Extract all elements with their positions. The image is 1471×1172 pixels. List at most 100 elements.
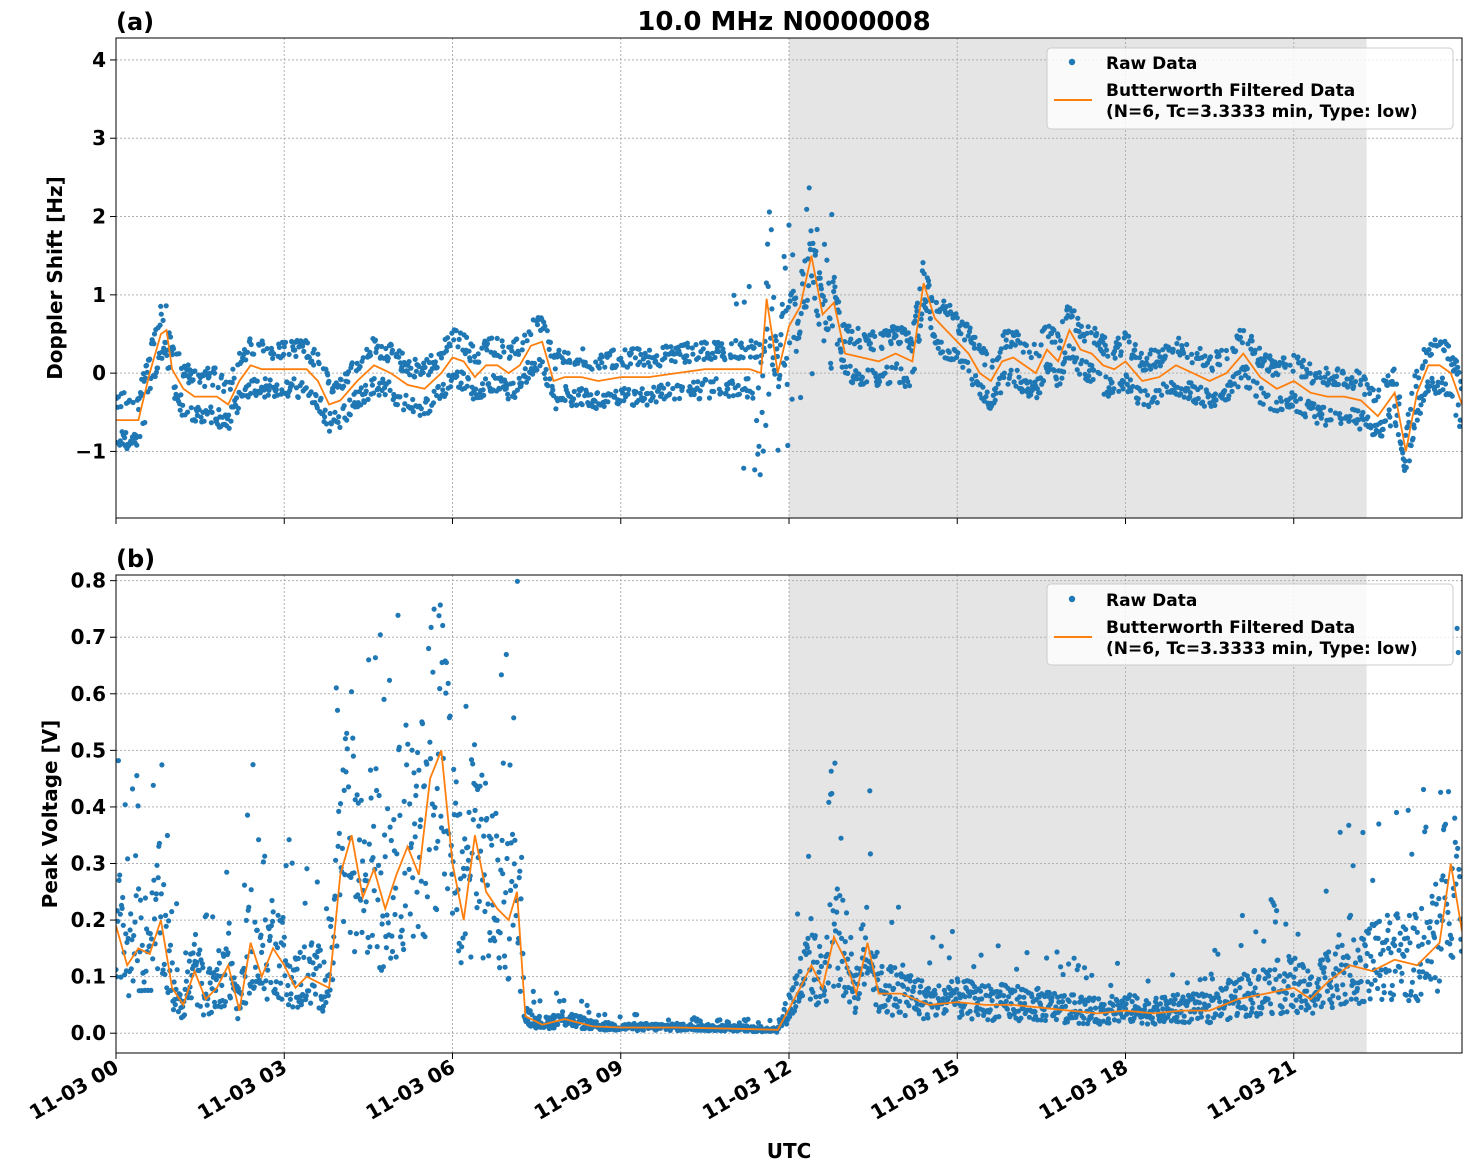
raw-data-point [285, 982, 291, 989]
raw-data-point [1131, 1015, 1137, 1021]
raw-data-point [902, 383, 908, 389]
raw-data-point [1403, 992, 1409, 998]
raw-data-point [389, 347, 396, 353]
raw-data-point [375, 897, 381, 903]
raw-data-point [954, 986, 960, 992]
raw-data-point [980, 384, 986, 390]
raw-data-point [892, 365, 899, 371]
raw-data-point [1354, 985, 1360, 992]
raw-data-point [1194, 350, 1200, 357]
raw-data-point [210, 914, 216, 920]
raw-data-point [207, 966, 213, 972]
panel-b-y-tick-label: 0.0 [71, 1021, 106, 1045]
raw-data-point [381, 696, 387, 703]
raw-data-point [1442, 821, 1449, 827]
raw-data-point [752, 467, 758, 473]
raw-data-point [175, 1009, 181, 1015]
raw-data-point [592, 398, 598, 404]
raw-data-point [212, 365, 218, 371]
raw-data-point [847, 999, 853, 1005]
raw-data-point [935, 995, 941, 1002]
raw-data-point [1449, 393, 1455, 399]
raw-data-point [148, 936, 155, 942]
raw-data-point [317, 947, 323, 953]
raw-data-point [273, 386, 279, 393]
raw-data-point [1180, 994, 1186, 1000]
raw-data-point [1174, 1014, 1180, 1020]
panel-a-legend-filtered-label-1: Butterworth Filtered Data [1106, 81, 1355, 101]
raw-data-point [824, 257, 830, 263]
raw-data-point [116, 967, 119, 973]
raw-data-point [599, 360, 605, 366]
raw-data-point [180, 402, 186, 408]
raw-data-point [808, 228, 814, 234]
raw-data-point [913, 313, 919, 319]
raw-data-point [831, 983, 837, 989]
raw-data-point [410, 933, 416, 939]
raw-data-point [270, 355, 276, 361]
raw-data-point [403, 392, 409, 398]
raw-data-point [205, 365, 211, 371]
raw-data-point [509, 348, 515, 354]
raw-data-point [1250, 1000, 1256, 1006]
raw-data-point [181, 1012, 188, 1018]
raw-data-point [571, 388, 577, 395]
raw-data-point [494, 335, 500, 341]
raw-data-point [1026, 1014, 1032, 1020]
raw-data-point [201, 418, 207, 424]
raw-data-point [1118, 349, 1124, 355]
raw-data-point [1081, 1015, 1087, 1021]
raw-data-point [258, 932, 264, 938]
raw-data-point [621, 398, 627, 404]
raw-data-point [403, 722, 409, 728]
raw-data-point [765, 283, 771, 289]
raw-data-point [1347, 413, 1353, 419]
raw-data-point [1085, 324, 1091, 330]
raw-data-point [1053, 1016, 1059, 1023]
raw-data-point [1338, 420, 1344, 426]
raw-data-point [116, 758, 121, 764]
raw-data-point [836, 309, 842, 315]
raw-data-point [142, 419, 148, 426]
raw-data-point [1233, 348, 1239, 354]
raw-data-point [1060, 971, 1066, 978]
panel-b-filtered-data-line [116, 750, 1462, 1031]
raw-data-point [864, 379, 870, 385]
raw-data-point [1134, 995, 1140, 1001]
raw-data-point [494, 833, 500, 839]
raw-data-point [134, 958, 140, 964]
raw-data-point [516, 351, 522, 357]
raw-data-point [252, 919, 258, 925]
raw-data-point [644, 402, 650, 408]
raw-data-point [680, 1021, 686, 1027]
raw-data-point [650, 393, 656, 399]
raw-data-point [369, 932, 375, 938]
raw-data-point [745, 1016, 751, 1022]
raw-data-point [121, 390, 127, 396]
raw-data-point [1111, 1017, 1118, 1023]
raw-data-point [1393, 809, 1400, 816]
raw-data-point [736, 391, 743, 397]
raw-data-point [640, 1027, 647, 1033]
raw-data-point [509, 878, 515, 885]
raw-data-point [1393, 422, 1399, 429]
raw-data-point [438, 825, 445, 831]
raw-data-point [626, 386, 632, 393]
raw-data-point [164, 352, 170, 358]
panel-a-axes-frame [115, 37, 1463, 519]
raw-data-point [774, 346, 780, 352]
raw-data-point [894, 1004, 900, 1010]
raw-data-point [162, 971, 168, 978]
raw-data-point [1189, 351, 1195, 357]
raw-data-point [1292, 392, 1298, 399]
raw-data-point [1111, 386, 1117, 392]
raw-data-point [1079, 357, 1085, 364]
raw-data-point [1253, 929, 1259, 935]
raw-data-point [443, 690, 449, 696]
raw-data-point [1106, 385, 1112, 391]
raw-data-point [1446, 921, 1452, 927]
raw-data-point [911, 366, 918, 372]
raw-data-point [817, 275, 823, 281]
raw-data-point [935, 1005, 941, 1011]
